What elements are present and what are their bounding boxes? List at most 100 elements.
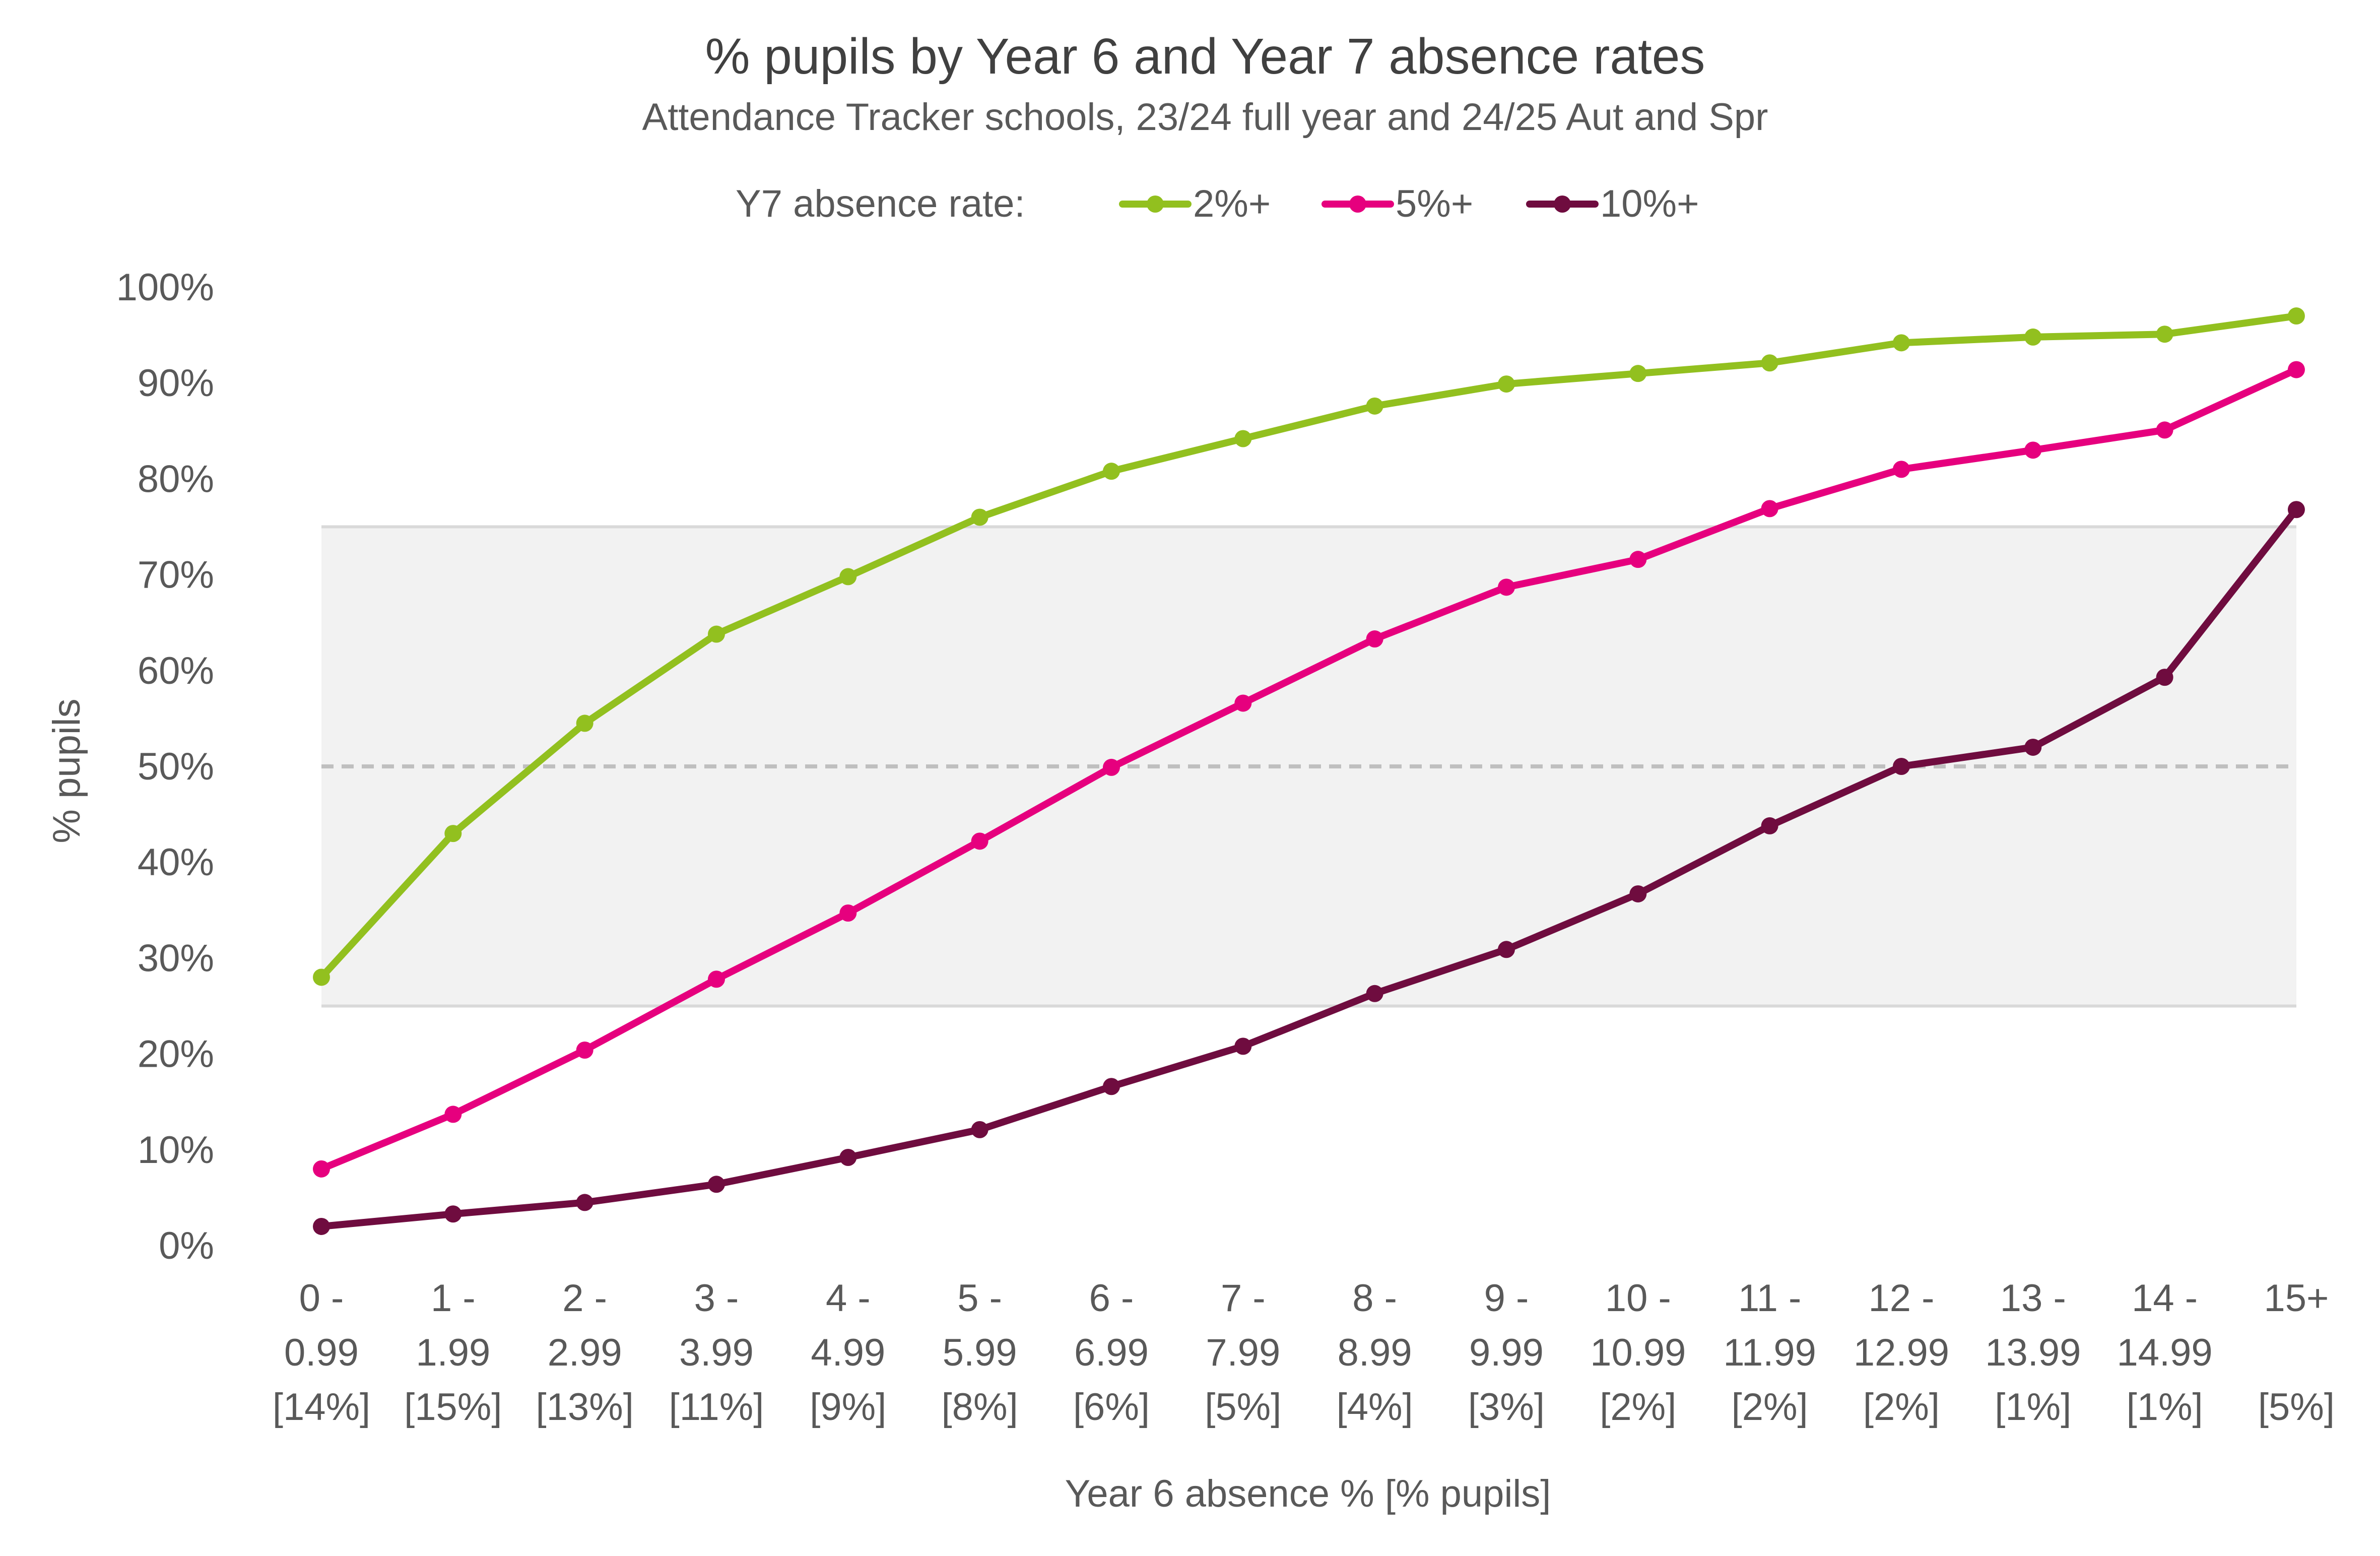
x-tick-label: 2 - [562,1277,607,1320]
x-tick-label: 5 - [957,1277,1002,1320]
data-point [1234,430,1252,447]
x-tick-label: 2.99 [548,1331,622,1374]
data-point [1629,365,1647,382]
x-tick-label: [9%] [810,1386,886,1429]
data-point [839,1149,857,1166]
x-tick-label: 7 - [1221,1277,1266,1320]
data-point [1366,397,1383,415]
data-point [2156,669,2173,686]
y-tick-label: 10% [138,1129,214,1172]
data-point [576,1194,593,1211]
legend-title: Y7 absence rate: [736,182,1025,225]
x-tick-label: 11 - [1738,1277,1801,1320]
chart-subtitle: Attendance Tracker schools, 23/24 full y… [642,96,1768,139]
data-point [1761,500,1778,517]
plot-area [313,307,2305,1235]
y-tick-label: 30% [138,937,214,980]
data-point [1761,354,1778,372]
x-tick-label: 7.99 [1206,1331,1280,1374]
y-tick-label: 100% [116,266,214,309]
legend-label: 5%+ [1396,182,1473,225]
x-tick-label: 9 - [1484,1277,1529,1320]
data-point [1892,758,1910,775]
x-tick-label: 6.99 [1074,1331,1149,1374]
x-tick-label: [2%] [1600,1386,1676,1429]
y-tick-label: 50% [138,745,214,788]
data-point [1102,463,1120,480]
x-tick-label: [2%] [1732,1386,1808,1429]
data-point [1102,1078,1120,1095]
legend-item: 2%+ [1119,182,1271,225]
x-tick-label: [13%] [536,1386,633,1429]
x-tick-label: 8 - [1352,1277,1397,1320]
x-tick-label: [8%] [942,1386,1018,1429]
data-point [707,625,725,643]
data-point [444,1205,462,1223]
legend-item: 5%+ [1321,182,1473,225]
x-tick-label: 11.99 [1723,1331,1816,1374]
x-tick-label: 13 - [2000,1277,2066,1320]
series-line [318,366,2300,1173]
x-tick-label: [1%] [2127,1386,2203,1429]
x-tick-label: 10.99 [1590,1331,1686,1374]
data-point [2024,738,2042,756]
data-point [1366,985,1383,1002]
data-point [1629,885,1647,902]
data-point [707,970,725,988]
data-point [1102,758,1120,776]
x-tick-label: [5%] [1205,1386,1281,1429]
y-tick-label: 90% [138,362,214,405]
data-point [1366,630,1383,648]
x-tick-label: [6%] [1073,1386,1150,1429]
data-point [444,825,462,842]
y-tick-label: 40% [138,841,214,884]
x-tick-label: [2%] [1863,1386,1940,1429]
x-tick-label: 0.99 [284,1331,359,1374]
legend-label: 10%+ [1600,182,1699,225]
x-tick-label: [11%] [669,1386,764,1429]
x-tick-label: 3.99 [679,1331,754,1374]
y-tick-label: 60% [138,650,214,692]
data-point [576,715,593,732]
data-point [1497,578,1515,596]
y-tick-label: 20% [138,1033,214,1076]
data-point [576,1041,593,1059]
legend-swatch-marker [1147,196,1164,213]
x-tick-label: 10 - [1605,1277,1671,1320]
x-tick-label: 1.99 [416,1331,490,1374]
legend-item: 10%+ [1526,182,1699,225]
x-axis-title: Year 6 absence % [% pupils] [1065,1472,1551,1515]
data-point [707,1176,725,1193]
data-point [1234,694,1252,712]
x-tick-label: 13.99 [1985,1331,2081,1374]
x-tick-label: 4 - [826,1277,871,1320]
data-point [1234,1038,1252,1055]
data-point [1892,334,1910,352]
data-point [2287,361,2305,378]
x-tick-label: [14%] [273,1386,370,1429]
x-tick-label: 9.99 [1469,1331,1544,1374]
series-line [318,312,2300,981]
series-10%+ [313,501,2305,1235]
x-tick-label: [1%] [1995,1386,2071,1429]
data-point [2024,328,2042,346]
legend-swatch-marker [1349,196,1366,213]
x-tick-label: 3 - [694,1277,739,1320]
x-tick-label: 0 - [299,1277,344,1320]
legend-swatch-marker [1554,196,1571,213]
data-point [1892,461,1910,478]
y-tick-label: 0% [159,1224,214,1267]
chart-title: % pupils by Year 6 and Year 7 absence ra… [705,28,1705,85]
x-axis: 0 - 0.99 [14%] 1 - 1.99 [15%] 2 - 2.99 [13%] 3 - 3… [273,1277,2335,1429]
x-tick-label: 12 - [1868,1277,1934,1320]
data-point [2156,421,2173,439]
y-tick-label: 70% [138,554,214,597]
x-tick-label: 14.99 [2117,1331,2213,1374]
series-2%+ [313,307,2305,986]
data-point [2287,501,2305,518]
x-tick-label: 4.99 [811,1331,885,1374]
data-point [2024,441,2042,459]
data-point [2156,326,2173,343]
x-tick-label: 12.99 [1854,1331,1949,1374]
